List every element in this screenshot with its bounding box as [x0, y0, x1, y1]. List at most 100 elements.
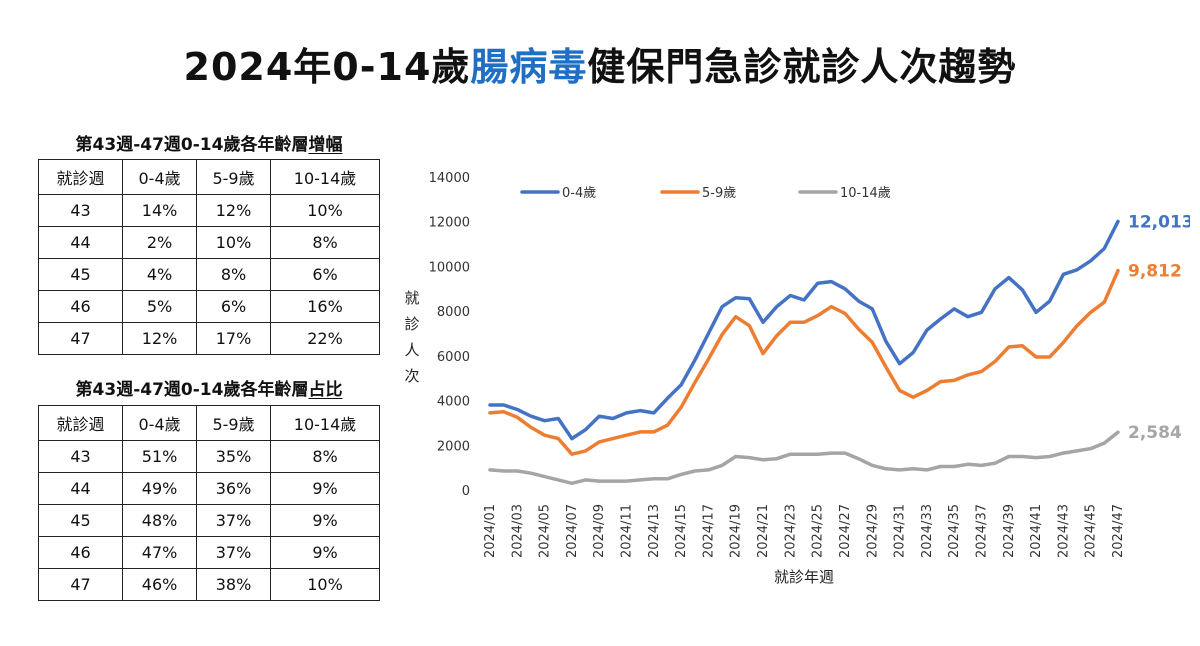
- table-cell: 44: [37, 472, 124, 505]
- series-end-label: 12,013: [1128, 212, 1190, 232]
- table-cell: 9%: [270, 504, 380, 537]
- x-tick-label: 2024/27: [838, 504, 853, 558]
- x-tick-label: 2024/43: [1056, 504, 1071, 558]
- header-cell: 就診週: [37, 405, 124, 441]
- table-row: 44 2% 10% 8%: [37, 226, 380, 259]
- series-end-label: 2,584: [1128, 423, 1182, 443]
- x-tick-label: 2024/23: [783, 504, 798, 558]
- increase-caption-emph: 增幅: [308, 135, 343, 155]
- table-row: 43 51% 35% 8%: [37, 440, 380, 473]
- header-cell: 10-14歲: [270, 159, 380, 195]
- x-axis-title: 就診年週: [774, 568, 834, 586]
- table-cell: 46: [37, 536, 124, 569]
- y-tick-label: 8000: [437, 305, 470, 320]
- x-tick-label: 2024/39: [1002, 504, 1017, 558]
- y-tick-label: 6000: [437, 350, 470, 365]
- x-tick-label: 2024/05: [538, 504, 553, 558]
- table-cell: 17%: [196, 322, 272, 355]
- table-cell: 37%: [196, 536, 272, 569]
- x-tick-label: 2024/13: [647, 504, 662, 558]
- header-cell: 5-9歲: [196, 159, 272, 195]
- table-cell: 36%: [196, 472, 272, 505]
- table-cell: 43: [37, 194, 124, 227]
- table-row: 45 48% 37% 9%: [37, 504, 380, 537]
- increase-table: 就診週 0-4歲 5-9歲 10-14歲 43 14% 12% 10% 44 2…: [37, 159, 380, 355]
- table-cell: 22%: [270, 322, 380, 355]
- y-axis-title-char: 人: [404, 341, 419, 359]
- table-cell: 43: [37, 440, 124, 473]
- x-tick-label: 2024/33: [920, 504, 935, 558]
- table-cell: 16%: [270, 290, 380, 323]
- share-table-header: 就診週 0-4歲 5-9歲 10-14歲: [37, 405, 380, 441]
- y-axis-title-char: 診: [404, 315, 419, 333]
- share-table-caption: 第43週-47週0-14歲各年齡層占比: [38, 375, 380, 400]
- page-title: 2024年0-14歲腸病毒健保門急診就診人次趨勢: [0, 36, 1200, 91]
- header-cell: 0-4歲: [122, 159, 198, 195]
- x-tick-label: 2024/11: [620, 504, 635, 558]
- y-tick-label: 4000: [437, 395, 470, 410]
- legend-label: 0-4歲: [562, 186, 596, 201]
- table-cell: 38%: [196, 568, 272, 601]
- legend-label: 10-14歲: [840, 186, 891, 201]
- table-cell: 12%: [122, 322, 198, 355]
- line-chart: 0 2000 4000 6000 8000 10000 12000 14000 2024/01 2…: [404, 171, 1190, 586]
- table-cell: 6%: [270, 258, 380, 291]
- x-tick-label: 2024/35: [947, 504, 962, 558]
- table-row: 47 12% 17% 22%: [37, 322, 380, 355]
- table-row: 45 4% 8% 6%: [37, 258, 380, 291]
- table-row: 44 49% 36% 9%: [37, 472, 380, 505]
- table-cell: 9%: [270, 472, 380, 505]
- y-tick-label: 10000: [429, 260, 470, 275]
- table-cell: 48%: [122, 504, 198, 537]
- x-tick-label: 2024/45: [1084, 504, 1099, 558]
- series-end-label: 9,812: [1128, 262, 1182, 282]
- increase-caption-prefix: 第43週-47週0-14歲各年齡層: [75, 135, 309, 155]
- legend-label: 5-9歲: [702, 186, 736, 201]
- x-tick-label: 2024/09: [592, 504, 607, 558]
- y-axis-title-char: 就: [404, 289, 419, 307]
- table-cell: 8%: [270, 440, 380, 473]
- series-line: [488, 219, 1120, 441]
- table-cell: 9%: [270, 536, 380, 569]
- title-suffix: 健保門急診就診人次趨勢: [587, 45, 1017, 89]
- y-tick-label: 14000: [429, 171, 470, 186]
- series-line: [488, 268, 1120, 456]
- table-cell: 47: [37, 568, 124, 601]
- table-cell: 45: [37, 258, 124, 291]
- x-tick-label: 2024/25: [811, 504, 826, 558]
- share-caption-emph: 占比: [308, 380, 343, 400]
- x-tick-label: 2024/17: [701, 504, 716, 558]
- y-tick-label: 0: [462, 484, 470, 499]
- table-cell: 8%: [196, 258, 272, 291]
- y-axis-title-char: 次: [404, 367, 419, 385]
- table-cell: 8%: [270, 226, 380, 259]
- table-cell: 10%: [270, 568, 380, 601]
- header-cell: 就診週: [37, 159, 124, 195]
- header-cell: 0-4歲: [122, 405, 198, 441]
- table-cell: 37%: [196, 504, 272, 537]
- table-row: 46 47% 37% 9%: [37, 536, 380, 569]
- increase-table-header: 就診週 0-4歲 5-9歲 10-14歲: [37, 159, 380, 195]
- table-cell: 10%: [196, 226, 272, 259]
- x-tick-label: 2024/03: [510, 504, 525, 558]
- x-tick-label: 2024/19: [729, 504, 744, 558]
- table-row: 46 5% 6% 16%: [37, 290, 380, 323]
- table-cell: 46%: [122, 568, 198, 601]
- table-cell: 4%: [122, 258, 198, 291]
- header-cell: 10-14歲: [270, 405, 380, 441]
- x-tick-label: 2024/41: [1029, 504, 1044, 558]
- table-cell: 2%: [122, 226, 198, 259]
- table-cell: 44: [37, 226, 124, 259]
- y-tick-label: 2000: [437, 439, 470, 454]
- title-prefix: 2024年0-14歲: [183, 45, 471, 89]
- series-line: [488, 430, 1120, 486]
- x-tick-label: 2024/15: [674, 504, 689, 558]
- table-cell: 45: [37, 504, 124, 537]
- x-tick-label: 2024/37: [974, 504, 989, 558]
- x-tick-label: 2024/29: [865, 504, 880, 558]
- table-cell: 46: [37, 290, 124, 323]
- share-caption-prefix: 第43週-47週0-14歲各年齡層: [75, 380, 309, 400]
- table-cell: 47%: [122, 536, 198, 569]
- increase-table-caption: 第43週-47週0-14歲各年齡層增幅: [38, 130, 380, 155]
- y-tick-label: 12000: [429, 216, 470, 231]
